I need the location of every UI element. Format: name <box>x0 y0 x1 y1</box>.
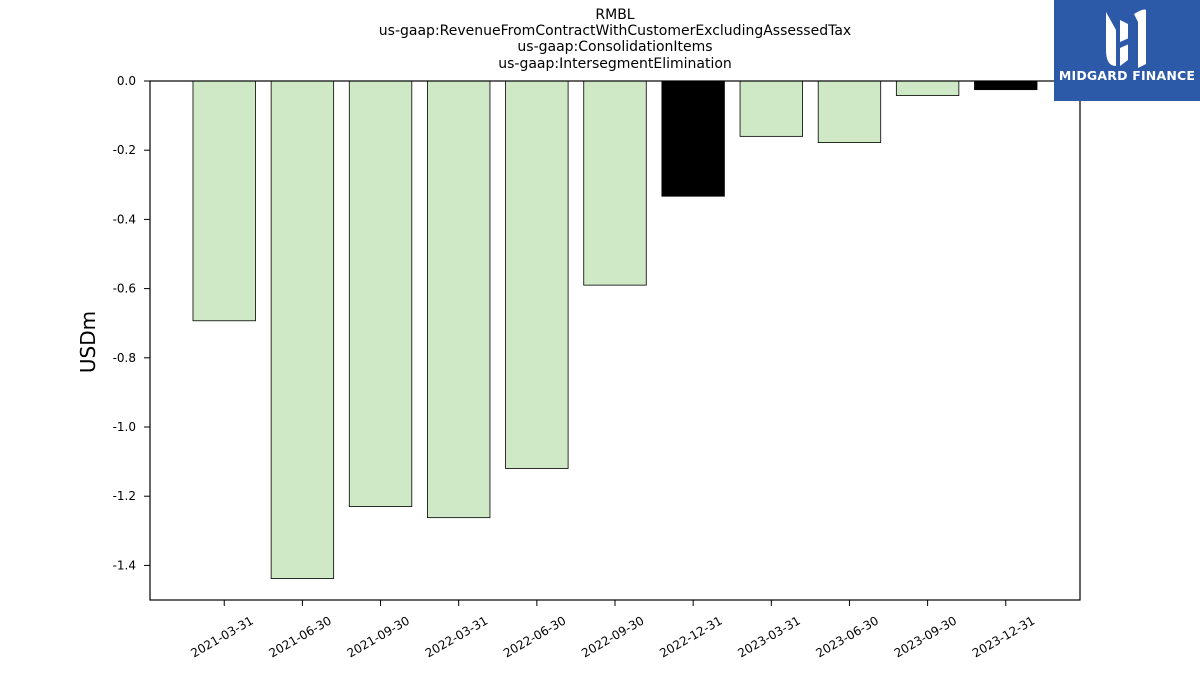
bar-2022-12-31 <box>661 80 725 197</box>
logo-text: MIDGARD FINANCE <box>1058 68 1196 83</box>
y-tick-label: -0.8 <box>113 351 136 365</box>
midgard-finance-logo: MIDGARD FINANCE <box>1054 0 1200 101</box>
x-tick-label: 2022-09-30 <box>579 613 646 660</box>
bars-group <box>192 80 1038 579</box>
bar-2023-03-31 <box>739 80 803 137</box>
x-tick-label: 2023-03-31 <box>735 613 802 660</box>
y-tick-label: -1.4 <box>113 558 136 572</box>
bar-2022-03-31 <box>427 80 491 519</box>
x-tick-label: 2023-06-30 <box>814 613 881 660</box>
bar-2021-06-30 <box>270 80 335 579</box>
x-axis: 2021-03-31 2021-06-30 2021-09-30 2022-03-31… <box>188 600 1037 660</box>
y-tick-label: -0.6 <box>113 282 136 296</box>
bar-2023-12-31 <box>974 80 1038 91</box>
y-tick-label: -1.2 <box>113 489 136 503</box>
chart-title-line-2: us-gaap:RevenueFromContractWithCustomerE… <box>378 23 852 39</box>
y-tick-label: 0.0 <box>117 74 136 88</box>
x-tick-label: 2023-09-30 <box>892 613 959 660</box>
y-axis: 0.0 -0.2 -0.4 -0.6 -0.8 -1.0 -1.2 -1.4 <box>113 74 150 572</box>
y-axis-label: USDm <box>76 311 100 373</box>
bar-2021-09-30 <box>348 80 413 507</box>
x-tick-label: 2021-03-31 <box>188 613 255 660</box>
chart-title-line-4: us-gaap:IntersegmentElimination <box>498 56 732 72</box>
bar-2023-09-30 <box>895 80 960 96</box>
x-tick-label: 2022-06-30 <box>501 613 568 660</box>
x-tick-label: 2022-03-31 <box>423 613 490 660</box>
y-tick-label: -1.0 <box>113 420 136 434</box>
x-tick-label: 2021-06-30 <box>266 613 333 660</box>
bar-2022-06-30 <box>505 80 569 469</box>
x-tick-label: 2023-12-31 <box>970 613 1037 660</box>
bar-2023-06-30 <box>817 80 882 143</box>
bar-2021-03-31 <box>192 80 256 322</box>
y-tick-label: -0.4 <box>113 212 136 226</box>
bar-2022-09-30 <box>583 80 647 286</box>
chart-title-line-3: us-gaap:ConsolidationItems <box>517 39 713 55</box>
chart-title-line-1: RMBL <box>595 7 635 23</box>
y-tick-label: -0.2 <box>113 143 136 157</box>
x-tick-label: 2021-09-30 <box>345 613 412 660</box>
x-tick-label: 2022-12-31 <box>657 613 724 660</box>
midgard-m-logo-icon <box>1106 9 1146 68</box>
